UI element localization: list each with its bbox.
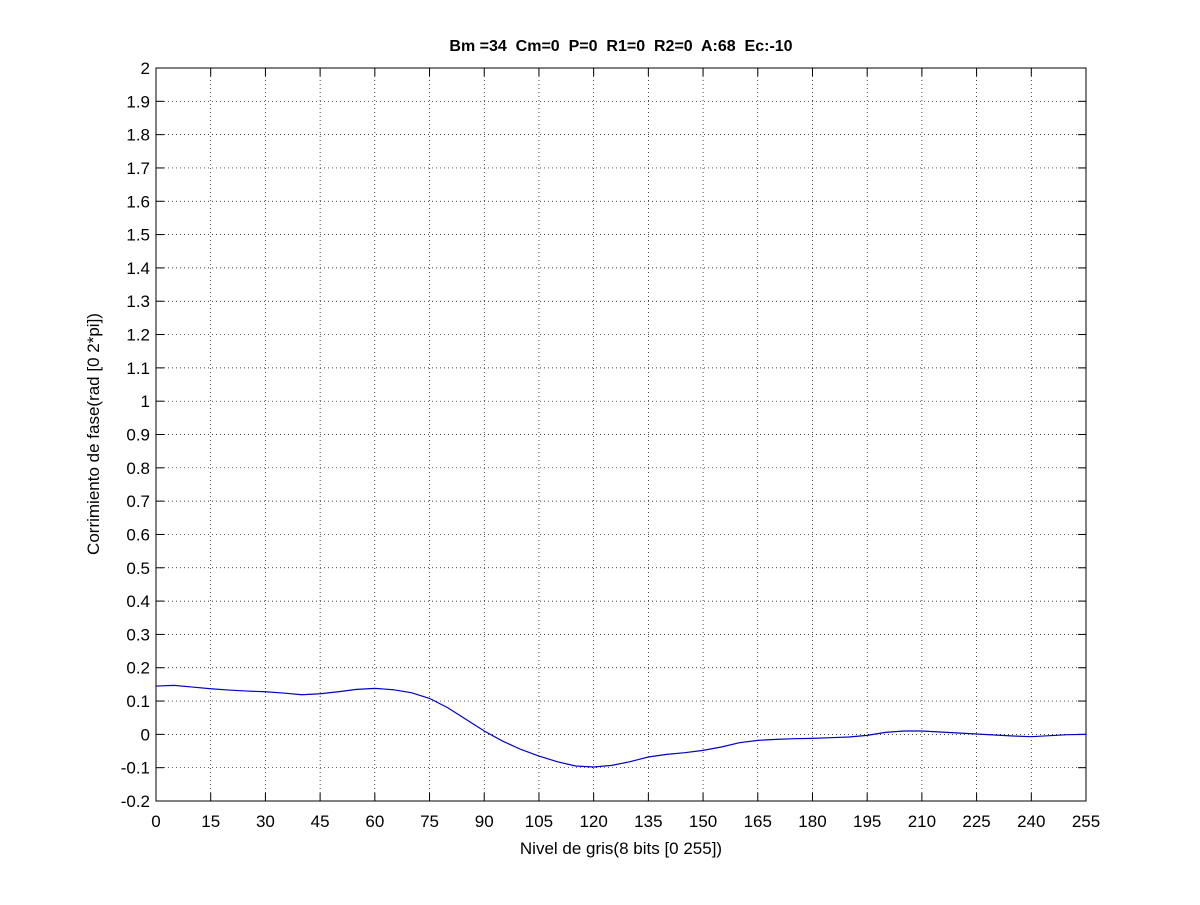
y-tick-label: 0.9 — [126, 426, 150, 445]
series-line — [155, 684, 1087, 768]
y-tick-labels: -0.2 -0.1 0 0.1 0.2 0.3 0.4 0.5 0.6 0.7 0.8 0.9 1 1.1… — [121, 59, 150, 811]
x-tick-label: 150 — [689, 812, 717, 831]
x-tick-label: 165 — [744, 812, 772, 831]
grid — [156, 68, 1086, 801]
y-tick-label: 1.6 — [126, 192, 150, 211]
x-tick-label: 15 — [201, 812, 220, 831]
y-tick-label: 0.2 — [126, 659, 150, 678]
y-tick-label: -0.1 — [121, 759, 150, 778]
x-tick-label: 90 — [475, 812, 494, 831]
x-tick-label: 225 — [962, 812, 990, 831]
y-tick-label: 0.1 — [126, 692, 150, 711]
y-tick-label: 0.3 — [126, 625, 150, 644]
x-tick-label: 30 — [256, 812, 275, 831]
x-tick-label: 60 — [365, 812, 384, 831]
x-tick-labels: 0 15 30 45 60 75 90 105 120 135 150 165 180 195 210 225… — [151, 812, 1100, 831]
y-tick-label: 0.4 — [126, 592, 150, 611]
x-axis-label: Nivel de gris(8 bits [0 255]) — [520, 839, 722, 858]
y-tick-label: 1.4 — [126, 259, 150, 278]
x-tick-label: 240 — [1017, 812, 1045, 831]
x-tick-label: 0 — [151, 812, 160, 831]
x-tick-label: 105 — [525, 812, 553, 831]
y-tick-label: 1.8 — [126, 126, 150, 145]
y-tick-label: 0.7 — [126, 492, 150, 511]
x-tick-label: 195 — [853, 812, 881, 831]
x-tick-label: 75 — [420, 812, 439, 831]
y-tick-label: -0.2 — [121, 792, 150, 811]
y-tick-label: 1.5 — [126, 226, 150, 245]
x-tick-label: 120 — [579, 812, 607, 831]
y-tick-label: 1 — [141, 392, 150, 411]
y-tick-label: 1.3 — [126, 292, 150, 311]
y-tick-label: 0.6 — [126, 525, 150, 544]
x-tick-label: 255 — [1072, 812, 1100, 831]
y-axis-label: Corrimiento de fase(rad [0 2*pi]) — [84, 313, 103, 555]
axes-box — [155, 67, 1087, 802]
y-tick-label: 1.7 — [126, 159, 150, 178]
x-tick-label: 180 — [798, 812, 826, 831]
y-tick-label: 0.5 — [126, 559, 150, 578]
y-tick-label: 0 — [141, 725, 150, 744]
y-tick-label: 2 — [141, 59, 150, 78]
x-tick-label: 45 — [311, 812, 330, 831]
chart-title: Bm =34 Cm=0 P=0 R1=0 R2=0 A:68 Ec:-10 — [449, 38, 792, 55]
x-tick-label: 135 — [634, 812, 662, 831]
y-tick-label: 1.1 — [126, 359, 150, 378]
y-tick-label: 1.2 — [126, 326, 150, 345]
x-tick-label: 210 — [908, 812, 936, 831]
y-tick-label: 1.9 — [126, 92, 150, 111]
y-tick-label: 0.8 — [126, 459, 150, 478]
